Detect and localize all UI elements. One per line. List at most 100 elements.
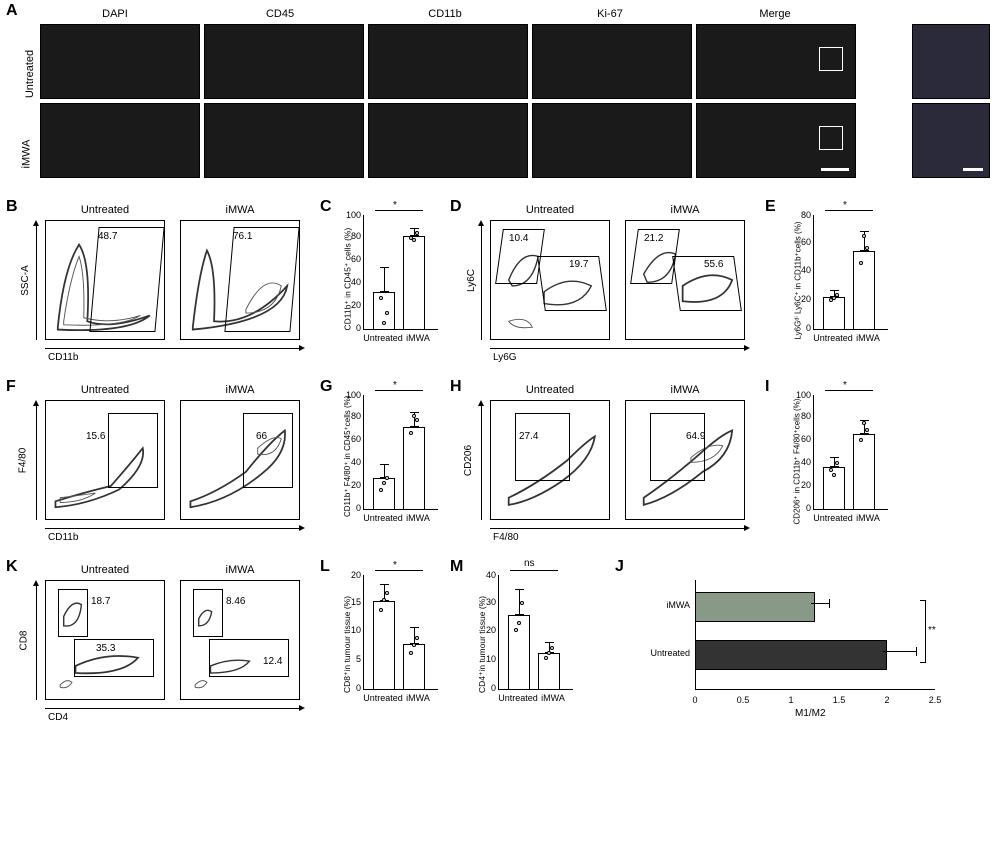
micro-zoom-imwa: [912, 103, 990, 178]
axis-F-x: CD11b: [48, 532, 78, 543]
cat-M-1: Untreated: [498, 693, 538, 703]
xtick-J-0: 0: [685, 695, 705, 705]
row-label-imwa: iMWA: [20, 140, 32, 169]
tick-I-80: 80: [793, 411, 811, 421]
dot-L-1c: [382, 598, 386, 602]
bar-L-1: [373, 601, 395, 690]
arrow-K-x: [45, 708, 300, 709]
gate-F2: [243, 413, 293, 488]
micro-cd45-imwa: [204, 103, 364, 178]
dot-I-2c: [862, 421, 866, 425]
dot-M-1b: [520, 601, 524, 605]
dot-C-2c: [412, 238, 416, 242]
gate-H1: [515, 413, 570, 481]
panel-label-J: J: [615, 558, 624, 576]
tick-E-40: 40: [793, 265, 811, 275]
facs-F-untreated: 15.6: [45, 400, 165, 520]
dot-L-1b: [385, 591, 389, 595]
micro-cd45-untreated: [204, 24, 364, 99]
gate-D4-label: 55.6: [704, 259, 723, 270]
cat-C-1: Untreated: [363, 333, 403, 343]
facs-F-imwa: 66: [180, 400, 300, 520]
sig-E: *: [843, 200, 847, 211]
arrow-B-y: [36, 225, 37, 340]
dot-G-1b: [385, 476, 389, 480]
err-J-1-cap: [829, 599, 830, 608]
axis-H-x: F4/80: [493, 532, 519, 543]
cat-C-2: iMWA: [403, 333, 433, 343]
cat-I-1: Untreated: [813, 513, 853, 523]
axis-D-y: Ly6C: [466, 269, 477, 292]
facs-D-title2: iMWA: [625, 204, 745, 216]
micro-dapi-untreated: [40, 24, 200, 99]
chart-C: CD11b⁺ in CD45⁺ cells (%) * 0 20 40 60 8…: [345, 215, 440, 360]
gate-D1-label: 10.4: [509, 233, 528, 244]
tick-G-80: 80: [343, 411, 361, 421]
axis-B-x: CD11b: [48, 352, 78, 363]
tick-I-60: 60: [793, 434, 811, 444]
gate-K3: [193, 589, 223, 637]
chart-M-ylab: CD4⁺in tumour tissue (%): [477, 578, 488, 693]
gate-F2-label: 66: [256, 431, 267, 442]
panel-label-M: M: [450, 558, 463, 576]
gate-H2: [650, 413, 705, 481]
col-cd11b: CD11b: [415, 8, 475, 20]
bar-M-1: [508, 615, 530, 690]
hbar-J-1: [695, 592, 815, 622]
facs-K-untreated: 18.7 35.3: [45, 580, 165, 700]
err-J-2: [887, 651, 916, 652]
axis-F-y: F4/80: [17, 448, 28, 474]
facs-F-title1: Untreated: [45, 384, 165, 396]
zoom-box-imwa: [819, 126, 843, 150]
tick-C-40: 40: [343, 277, 361, 287]
gate-K2-label: 35.3: [96, 643, 115, 654]
bracket-J-t: [920, 600, 926, 601]
panel-label-G: G: [320, 378, 332, 396]
bar-L-2: [403, 644, 425, 690]
gate-B2: [224, 227, 299, 332]
gate-B2-label: 76.1: [233, 231, 252, 242]
tick-L-15: 15: [343, 597, 361, 607]
panel-label-D: D: [450, 198, 462, 216]
gate-H2-label: 64.9: [686, 431, 705, 442]
micro-cd11b-imwa: [368, 103, 528, 178]
micro-ki67-imwa: [532, 103, 692, 178]
bar-G-2: [403, 427, 425, 510]
panel-label-K: K: [6, 558, 18, 576]
gate-K3-label: 8.46: [226, 596, 245, 607]
gate-K1: [58, 589, 88, 637]
tick-G-0: 0: [343, 503, 361, 513]
axis-K-y: CD8: [19, 630, 30, 650]
cat-L-1: Untreated: [363, 693, 403, 703]
bar-C-2: [403, 236, 425, 330]
dot-G-2a: [409, 431, 413, 435]
panel-label-C: C: [320, 198, 332, 216]
cat-I-2: iMWA: [853, 513, 883, 523]
sigline-L: [375, 570, 423, 571]
gate-K4-label: 12.4: [263, 656, 282, 667]
tick-L-5: 5: [343, 654, 361, 664]
col-merge: Merge: [745, 8, 805, 20]
dot-L-2c: [412, 643, 416, 647]
tick-L-10: 10: [343, 625, 361, 635]
sig-L: *: [393, 560, 397, 571]
panel-label-L: L: [320, 558, 330, 576]
sigline-M: [510, 570, 558, 571]
cat-M-2: iMWA: [538, 693, 568, 703]
dot-E-2a: [859, 261, 863, 265]
chart-M: CD4⁺in tumour tissue (%) ns 0 10 20 30 4…: [480, 575, 575, 720]
dot-M-1a: [514, 628, 518, 632]
xtick-J-15: 1.5: [829, 695, 849, 705]
gate-F1-label: 15.6: [86, 431, 105, 442]
arrow-F-y: [36, 405, 37, 520]
tick-G-100: 100: [339, 390, 361, 400]
tick-E-0: 0: [793, 323, 811, 333]
arrow-H-x: [490, 528, 745, 529]
facs-K-title2: iMWA: [180, 564, 300, 576]
arrow-F-x: [45, 528, 300, 529]
micro-merge-imwa: [696, 103, 856, 178]
chart-I: CD206⁺ in CD11b⁺ F4/80⁺cells (%) * 0 20 …: [795, 395, 890, 540]
err-C-1: [384, 267, 385, 292]
panel-label-I: I: [765, 378, 769, 396]
chart-L: CD8⁺in tumour tissue (%) * 0 5 10 15 20 …: [345, 575, 440, 720]
